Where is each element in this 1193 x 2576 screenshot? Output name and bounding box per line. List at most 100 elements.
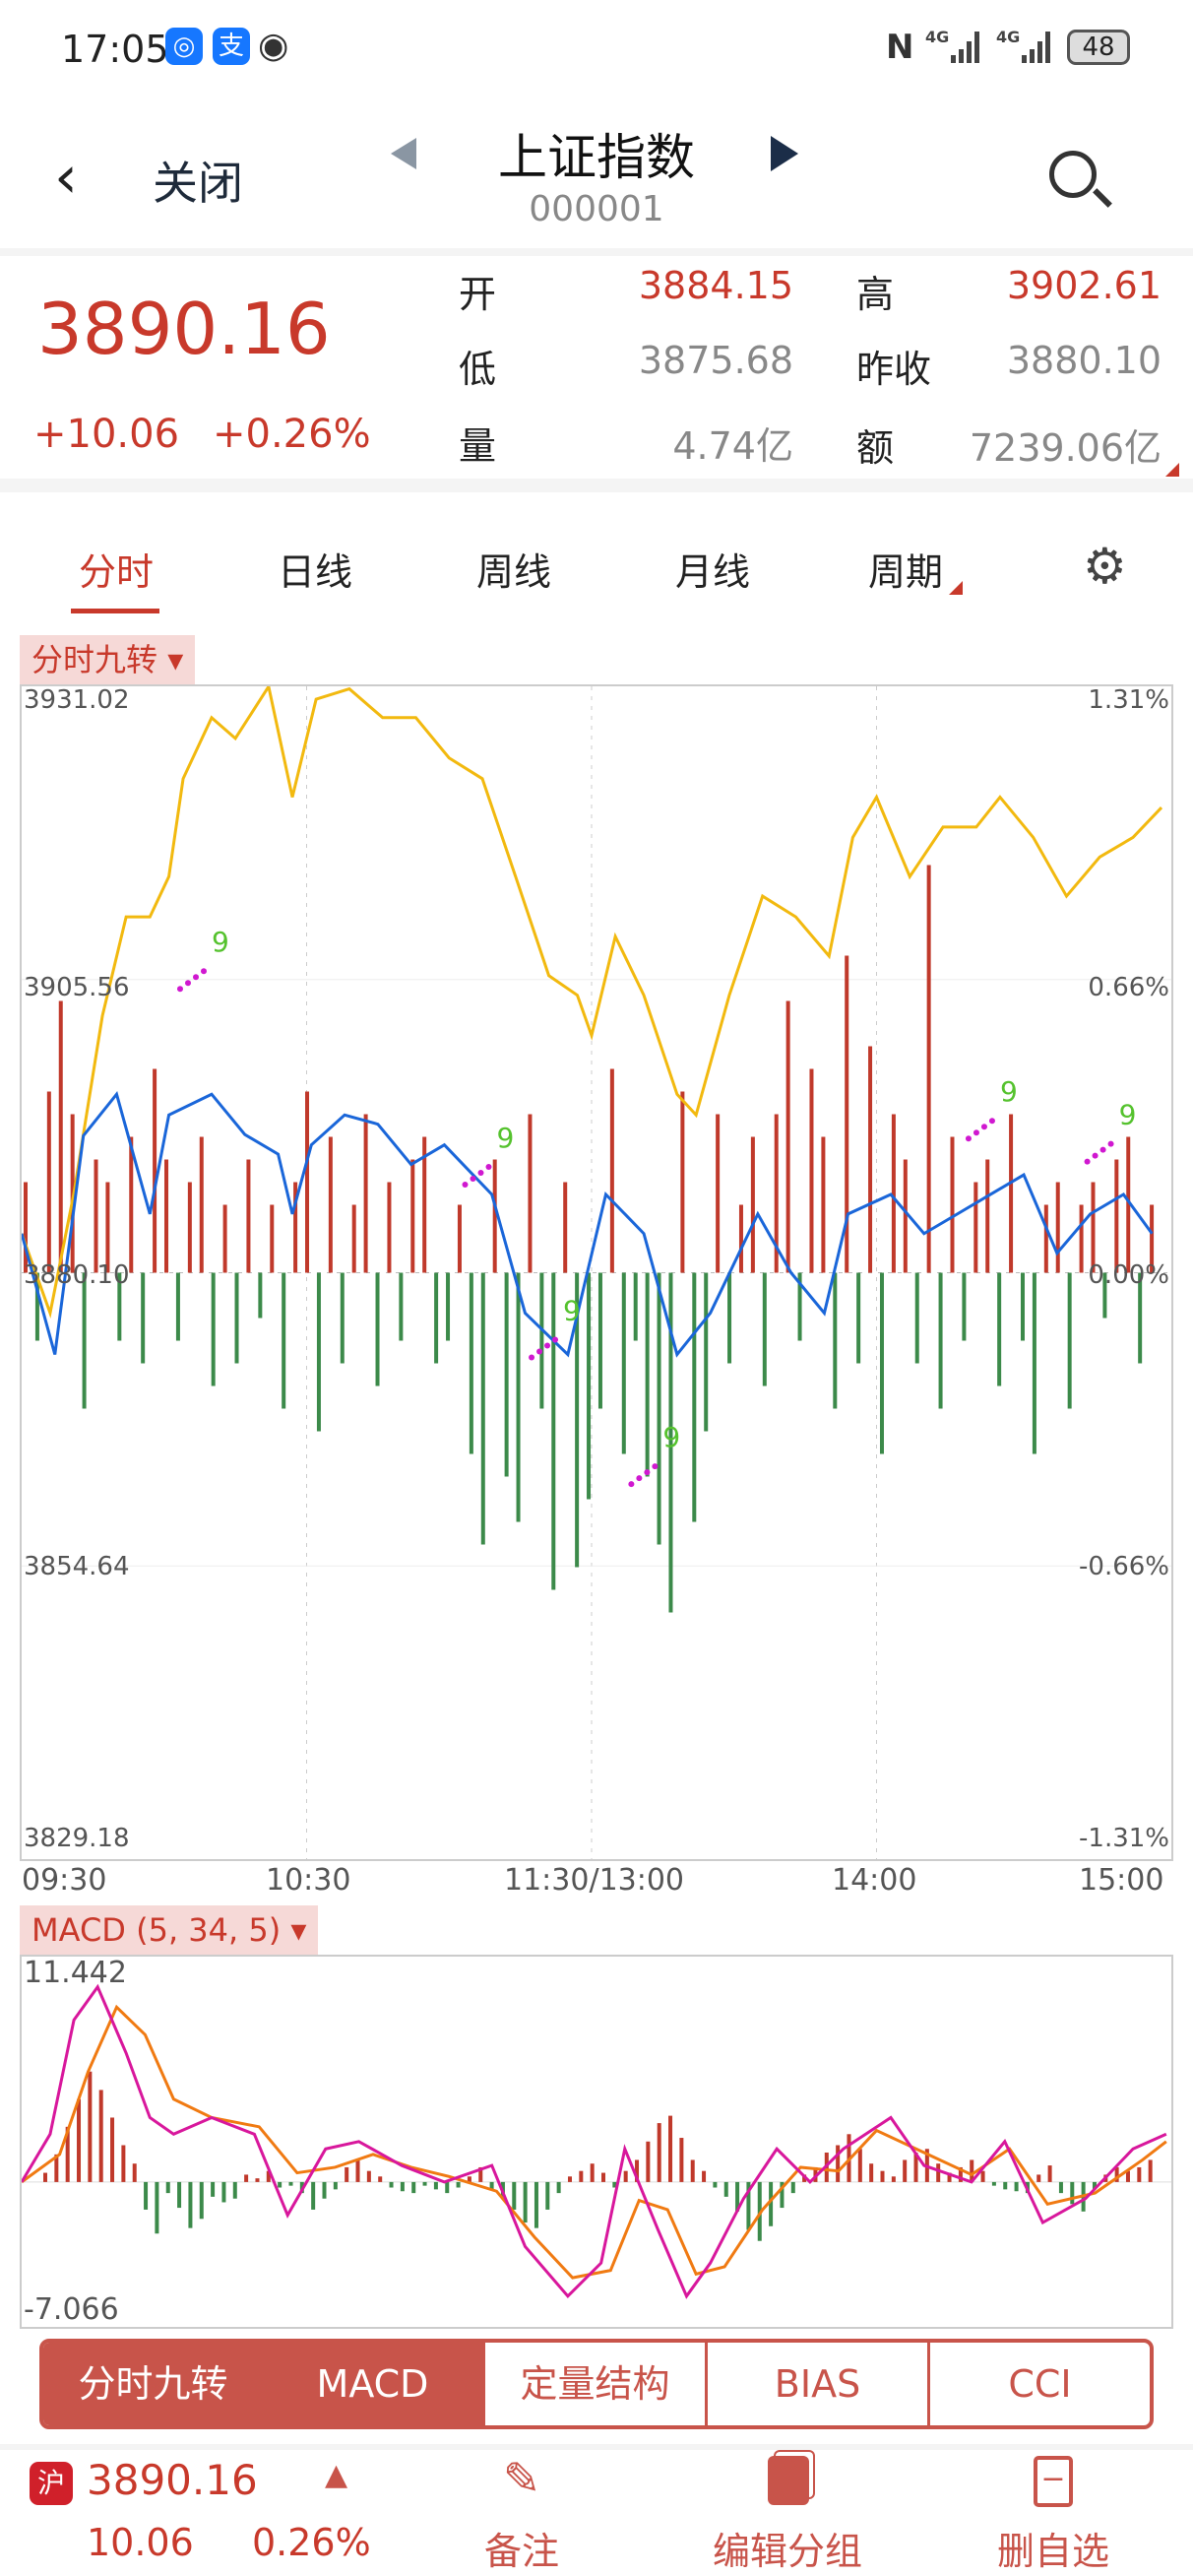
volume-bar xyxy=(164,1159,169,1273)
volume-bar xyxy=(962,1272,967,1341)
volume-bar xyxy=(704,1272,709,1432)
volume-bar xyxy=(997,1272,1002,1386)
macd-histogram-bar xyxy=(54,2154,59,2182)
macd-histogram-bar xyxy=(144,2181,149,2210)
nine-turn-marker: 9 xyxy=(212,926,229,958)
macd-histogram-bar xyxy=(891,2176,896,2182)
edit-note-icon[interactable]: ✎ xyxy=(502,2452,541,2505)
network-type: 4G xyxy=(925,28,950,46)
macd-histogram-bar xyxy=(713,2181,718,2188)
indicator-button-bar: 分时九转 MACD 定量结构 BIAS CCI xyxy=(39,2339,1154,2429)
macd-histogram-bar xyxy=(1058,2181,1063,2194)
bottom-price: 3890.16 xyxy=(87,2456,258,2504)
indicator-selector[interactable]: 分时九转 ▾ xyxy=(20,635,196,684)
x-tick: 10:30 xyxy=(266,1863,351,1898)
macd-histogram-bar xyxy=(623,2170,628,2182)
quote-value: 3902.61 xyxy=(1006,264,1162,307)
next-stock-icon[interactable] xyxy=(771,136,798,171)
group-icon[interactable] xyxy=(768,2456,809,2505)
macd-histogram-bar xyxy=(422,2181,427,2186)
tab-monthly[interactable]: 月线 xyxy=(675,550,751,594)
volume-bar xyxy=(399,1272,404,1341)
remove-watchlist-icon[interactable]: − xyxy=(1034,2456,1073,2507)
page-title: 上证指数 xyxy=(498,129,695,186)
indicator-btn-macd[interactable]: MACD xyxy=(263,2343,482,2425)
volume-bar xyxy=(258,1272,263,1319)
volume-bar xyxy=(903,1159,908,1273)
volume-bar xyxy=(833,1272,838,1409)
bottom-change: 10.06 xyxy=(87,2521,194,2564)
dif-line xyxy=(22,1983,1167,2299)
macd-histogram-bar xyxy=(1047,2165,1052,2182)
volume-bar xyxy=(434,1272,439,1364)
macd-histogram-bar xyxy=(646,2141,651,2182)
volume-bar xyxy=(246,1159,251,1273)
macd-histogram-bar xyxy=(735,2181,740,2212)
back-icon[interactable]: ‹ xyxy=(54,143,78,212)
y-tick-left: 3905.56 xyxy=(24,973,130,1002)
volume-bar xyxy=(551,1272,556,1590)
macd-histogram-bar xyxy=(790,2181,795,2194)
volume-bar xyxy=(175,1272,180,1341)
indicator-btn-bias[interactable]: BIAS xyxy=(705,2343,927,2425)
macd-histogram-bar xyxy=(601,2172,605,2182)
remove-watchlist-button[interactable]: 删自选 xyxy=(996,2530,1109,2573)
macd-histogram-bar xyxy=(199,2181,204,2220)
macd-indicator-selector[interactable]: MACD (5, 34, 5) ▾ xyxy=(20,1905,319,1955)
y-tick-right: -0.66% xyxy=(1079,1552,1169,1581)
y-tick-right: 0.00% xyxy=(1088,1260,1169,1290)
volume-bar xyxy=(539,1272,544,1409)
macd-histogram-bar xyxy=(723,2181,728,2197)
indicator-btn-cci[interactable]: CCI xyxy=(927,2343,1150,2425)
tab-period[interactable]: 周期 xyxy=(868,550,944,594)
macd-histogram-bar xyxy=(746,2181,751,2230)
volume-bar xyxy=(797,1272,802,1341)
edit-group-button[interactable]: 编辑分组 xyxy=(712,2530,862,2573)
volume-bar xyxy=(950,1136,955,1273)
macd-histogram-bar xyxy=(378,2176,383,2182)
macd-chart[interactable] xyxy=(22,1957,1171,2327)
volume-bar xyxy=(141,1272,146,1364)
settings-gear-icon[interactable]: ⚙ xyxy=(1083,538,1127,595)
quote-label: 量 xyxy=(459,424,497,468)
volume-bar xyxy=(492,1159,497,1273)
macd-histogram-bar xyxy=(913,2152,918,2182)
volume-bar xyxy=(668,1272,673,1613)
macd-histogram-bar xyxy=(512,2181,517,2210)
volume-bar xyxy=(1032,1272,1036,1454)
nine-turn-dot xyxy=(1092,1152,1099,1159)
indicator-btn-nine-turn[interactable]: 分时九转 xyxy=(43,2343,263,2425)
nine-turn-dot xyxy=(544,1342,551,1349)
search-icon[interactable] xyxy=(1049,151,1097,198)
x-tick: 14:00 xyxy=(832,1863,917,1898)
nine-turn-dot xyxy=(980,1124,987,1130)
dea-line xyxy=(22,2004,1167,2280)
nfc-icon: N xyxy=(886,28,914,67)
close-button[interactable]: 关闭 xyxy=(153,157,243,210)
indicator-btn-quant-structure[interactable]: 定量结构 xyxy=(482,2343,705,2425)
volume-bar xyxy=(211,1272,216,1386)
signal-bar xyxy=(959,49,964,63)
macd-histogram-bar xyxy=(244,2174,249,2182)
macd-histogram-bar xyxy=(1148,2159,1153,2182)
macd-histogram-bar xyxy=(355,2159,360,2182)
period-dropdown-icon[interactable] xyxy=(949,581,963,595)
volume-bar xyxy=(973,1182,978,1273)
volume-bar xyxy=(1020,1272,1025,1341)
volume-bar xyxy=(645,1272,650,1477)
intraday-chart[interactable]: 9 9 9 9 9 9 xyxy=(22,686,1171,1859)
tab-weekly[interactable]: 周线 xyxy=(476,550,552,594)
note-button[interactable]: 备注 xyxy=(483,2530,559,2573)
signal-bar xyxy=(1037,41,1042,63)
volume-bar xyxy=(750,1136,755,1273)
expand-corner-icon[interactable] xyxy=(1165,463,1179,477)
volume-bar xyxy=(46,1091,51,1273)
volume-bar xyxy=(809,1068,814,1273)
volume-bar xyxy=(856,1272,861,1364)
tab-daily[interactable]: 日线 xyxy=(278,550,353,594)
nine-turn-dot xyxy=(485,1164,492,1171)
macd-histogram-bar xyxy=(690,2159,695,2182)
nine-turn-dot xyxy=(470,1176,476,1183)
previous-stock-icon[interactable] xyxy=(391,138,416,169)
tab-intraday[interactable]: 分时 xyxy=(79,550,155,594)
